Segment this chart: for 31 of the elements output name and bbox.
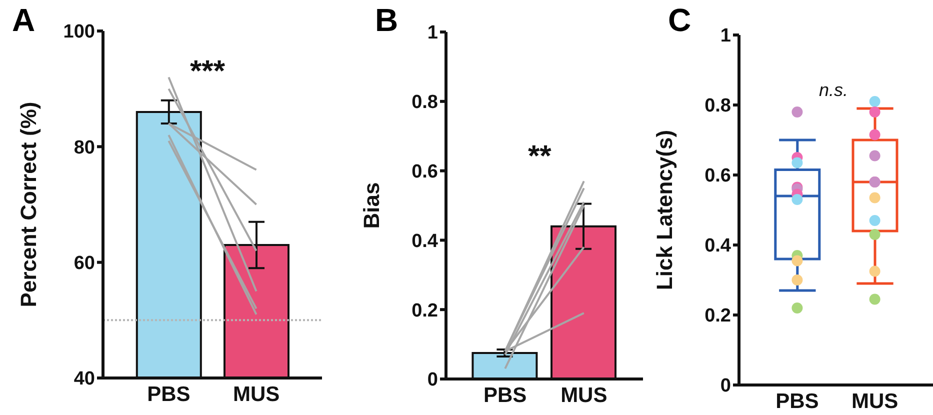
chart-title: C bbox=[668, 2, 692, 39]
y-tick-label: 0.4 bbox=[412, 230, 438, 252]
y-axis-title: Lick Latency(s) bbox=[652, 130, 677, 290]
chart-title: B bbox=[375, 2, 398, 39]
y-tick-label: 1 bbox=[427, 22, 438, 44]
y-tick-label: 0.8 bbox=[412, 92, 438, 114]
y-tick-label: 60 bbox=[74, 253, 95, 274]
x-tick-label: MUS bbox=[560, 384, 608, 407]
y-tick-label: 0.6 bbox=[704, 166, 731, 187]
y-axis-title: Bias bbox=[358, 182, 384, 229]
y-axis-title: Percent Correct (%) bbox=[16, 102, 41, 308]
y-tick-label: 40 bbox=[74, 368, 95, 390]
x-tick-label: PBS bbox=[147, 382, 190, 406]
y-tick-label: 0.4 bbox=[704, 236, 732, 257]
annotation: ** bbox=[528, 140, 552, 174]
x-tick-label: MUS bbox=[851, 390, 898, 413]
x-tick-label: PBS bbox=[776, 390, 819, 413]
y-tick-label: 0 bbox=[720, 376, 731, 397]
y-tick-label: 0.6 bbox=[412, 162, 438, 183]
chart-title: A bbox=[12, 2, 36, 39]
x-tick-label: MUS bbox=[232, 382, 280, 406]
x-tick-label: PBS bbox=[484, 384, 527, 407]
annotation: *** bbox=[190, 55, 226, 89]
y-tick-label: 80 bbox=[74, 137, 95, 158]
y-tick-label: 0.2 bbox=[704, 306, 731, 327]
y-tick-label: 0 bbox=[427, 370, 438, 391]
y-tick-label: 0.8 bbox=[704, 96, 731, 117]
y-tick-label: 0.2 bbox=[412, 300, 438, 322]
annotation: n.s. bbox=[819, 80, 848, 101]
y-tick-label: 1 bbox=[720, 26, 732, 47]
y-tick-label: 100 bbox=[63, 22, 95, 43]
